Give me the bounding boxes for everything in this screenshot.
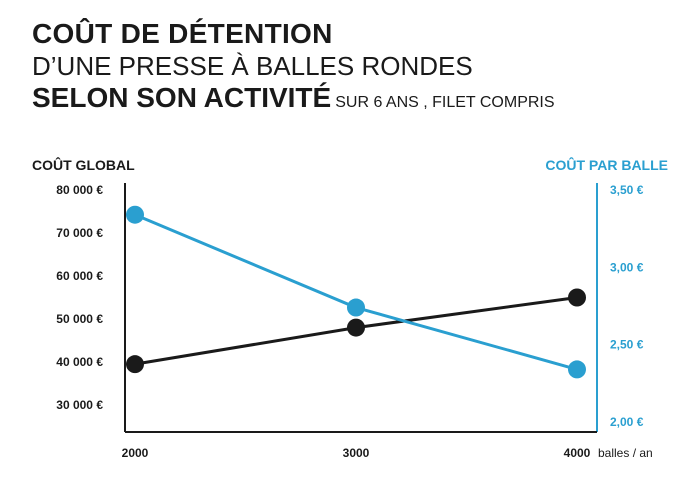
- series-layer: [126, 205, 586, 379]
- right-tick-label: 2,00 €: [610, 415, 644, 429]
- left-tick-label: 60 000 €: [56, 269, 103, 283]
- left-axis-title: COÛT GLOBAL: [32, 156, 135, 173]
- data-point-per-bale: [126, 205, 144, 224]
- chart-title-block: COÛT DE DÉTENTION D’UNE PRESSE À BALLES …: [32, 18, 555, 119]
- left-tick-label: 80 000 €: [56, 183, 103, 197]
- data-point-global: [347, 318, 365, 337]
- left-tick-label: 50 000 €: [56, 312, 103, 326]
- left-tick-label: 70 000 €: [56, 226, 103, 240]
- chart-title-line-2: D’UNE PRESSE À BALLES RONDES: [32, 51, 473, 81]
- left-tick-label: 30 000 €: [56, 398, 103, 412]
- x-axis-unit: balles / an: [598, 446, 653, 460]
- x-tick-label: 3000: [343, 446, 370, 460]
- chart-title-line-3-main: SELON SON ACTIVITÉ: [32, 82, 332, 113]
- right-tick-label: 3,50 €: [610, 183, 644, 197]
- data-point-per-bale: [347, 298, 365, 317]
- left-tick-label: 40 000 €: [56, 355, 103, 369]
- ticks-layer: COÛT GLOBAL COÛT PAR BALLE 80 000 € 70 000 …: [32, 156, 668, 460]
- chart-subtitle-note: SUR 6 ANS , FILET COMPRIS: [335, 94, 555, 111]
- data-point-global: [568, 288, 586, 307]
- x-tick-label: 2000: [122, 446, 149, 460]
- right-tick-label: 2,50 €: [610, 338, 644, 352]
- data-point-global: [126, 355, 144, 374]
- x-tick-label: 4000: [564, 446, 591, 460]
- chart-title-line-1: COÛT DE DÉTENTION: [32, 18, 333, 49]
- data-point-per-bale: [568, 360, 586, 379]
- chart-title-line-3: SELON SON ACTIVITÉ SUR 6 ANS , FILET COMP…: [32, 82, 555, 119]
- right-axis-title: COÛT PAR BALLE: [545, 156, 668, 173]
- axes-layer: [124, 183, 598, 433]
- right-tick-label: 3,00 €: [610, 260, 644, 274]
- series-line-per-bale: [134, 213, 578, 371]
